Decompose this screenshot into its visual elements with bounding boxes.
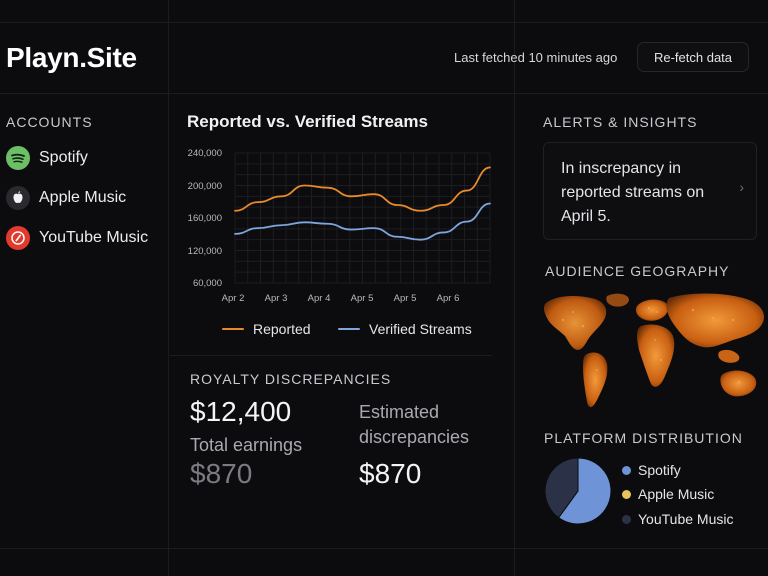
youtube-music-icon bbox=[6, 226, 30, 250]
account-label: Spotify bbox=[39, 149, 88, 166]
y-tick-label: 200,000 bbox=[188, 181, 222, 192]
platform-title: PLATFORM DISTRIBUTION bbox=[544, 430, 743, 446]
alerts-title: ALERTS & INSIGHTS bbox=[543, 114, 698, 130]
divider bbox=[0, 548, 768, 549]
series-line-reported bbox=[234, 166, 491, 212]
legend-dot bbox=[622, 465, 631, 475]
x-tick-label: Apr 4 bbox=[308, 293, 331, 304]
last-fetched-status: Last fetched 10 minutes ago bbox=[454, 50, 618, 65]
geography-title: AUDIENCE GEOGRAPHY bbox=[545, 263, 730, 279]
legend-swatch bbox=[338, 328, 360, 330]
x-tick-label: Apr 6 bbox=[437, 293, 460, 304]
accounts-title: ACCOUNTS bbox=[6, 114, 93, 130]
royalty-title: ROYALTY DISCREPANCIES bbox=[190, 371, 392, 387]
pie-legend-label: Spotify bbox=[638, 462, 681, 478]
legend-reported: Reported bbox=[222, 321, 311, 337]
account-item-spotify[interactable]: Spotify bbox=[6, 146, 88, 170]
series-line-verified-streams bbox=[234, 202, 491, 241]
refetch-button[interactable]: Re-fetch data bbox=[637, 42, 749, 72]
pie-legend-item: Spotify bbox=[622, 462, 681, 478]
app-logo: Playn.Site bbox=[6, 42, 137, 73]
estimated-discrepancies-label: Estimated discrepancies bbox=[359, 402, 470, 447]
pie-legend-item: Apple Music bbox=[622, 486, 714, 502]
x-tick-label: Apr 2 bbox=[222, 293, 245, 304]
discrepancy-amount-muted: $870 bbox=[190, 458, 253, 489]
x-tick-label: Apr 3 bbox=[265, 293, 288, 304]
pie-legend-item: YouTube Music bbox=[622, 511, 733, 527]
world-map bbox=[543, 293, 765, 408]
x-tick-label: Apr 5 bbox=[351, 293, 374, 304]
y-tick-label: 240,000 bbox=[188, 148, 222, 159]
pie-slice-spotify bbox=[557, 457, 612, 525]
legend-label: Reported bbox=[253, 321, 311, 337]
legend-label: Verified Streams bbox=[369, 321, 472, 337]
apple-icon bbox=[6, 186, 30, 210]
chevron-right-icon: › bbox=[739, 179, 744, 195]
account-item-youtube-music[interactable]: YouTube Music bbox=[6, 226, 148, 250]
alert-card[interactable]: In inscrepancy in reported streams on Ap… bbox=[543, 142, 757, 240]
pie-legend-label: Apple Music bbox=[638, 486, 715, 502]
spotify-icon bbox=[6, 146, 30, 170]
legend-dot bbox=[622, 514, 631, 524]
total-earnings-label: Total earnings bbox=[190, 435, 303, 455]
total-earnings-amount: $12,400 bbox=[190, 396, 292, 427]
legend-dot bbox=[622, 489, 631, 499]
y-tick-label: 60,000 bbox=[193, 278, 222, 289]
x-tick-label: Apr 5 bbox=[394, 293, 417, 304]
estimated-discrepancies-amount: $870 bbox=[359, 458, 422, 489]
y-tick-label: 120,000 bbox=[188, 246, 222, 257]
pie-legend-label: YouTube Music bbox=[638, 511, 734, 527]
divider bbox=[168, 0, 169, 576]
account-label: YouTube Music bbox=[39, 229, 149, 246]
divider bbox=[0, 22, 768, 23]
account-label: Apple Music bbox=[39, 189, 127, 206]
divider bbox=[514, 0, 515, 576]
divider bbox=[0, 93, 768, 94]
divider bbox=[170, 355, 492, 356]
alert-message: In inscrepancy in reported streams on Ap… bbox=[561, 160, 705, 225]
pie-slice-youtube-music bbox=[544, 457, 579, 519]
chart-title: Reported vs. Verified Streams bbox=[187, 112, 428, 131]
legend-verified: Verified Streams bbox=[338, 321, 472, 337]
account-item-apple-music[interactable]: Apple Music bbox=[6, 186, 126, 210]
y-tick-label: 160,000 bbox=[188, 213, 222, 224]
legend-swatch bbox=[222, 328, 244, 330]
platform-pie-chart bbox=[544, 457, 612, 525]
